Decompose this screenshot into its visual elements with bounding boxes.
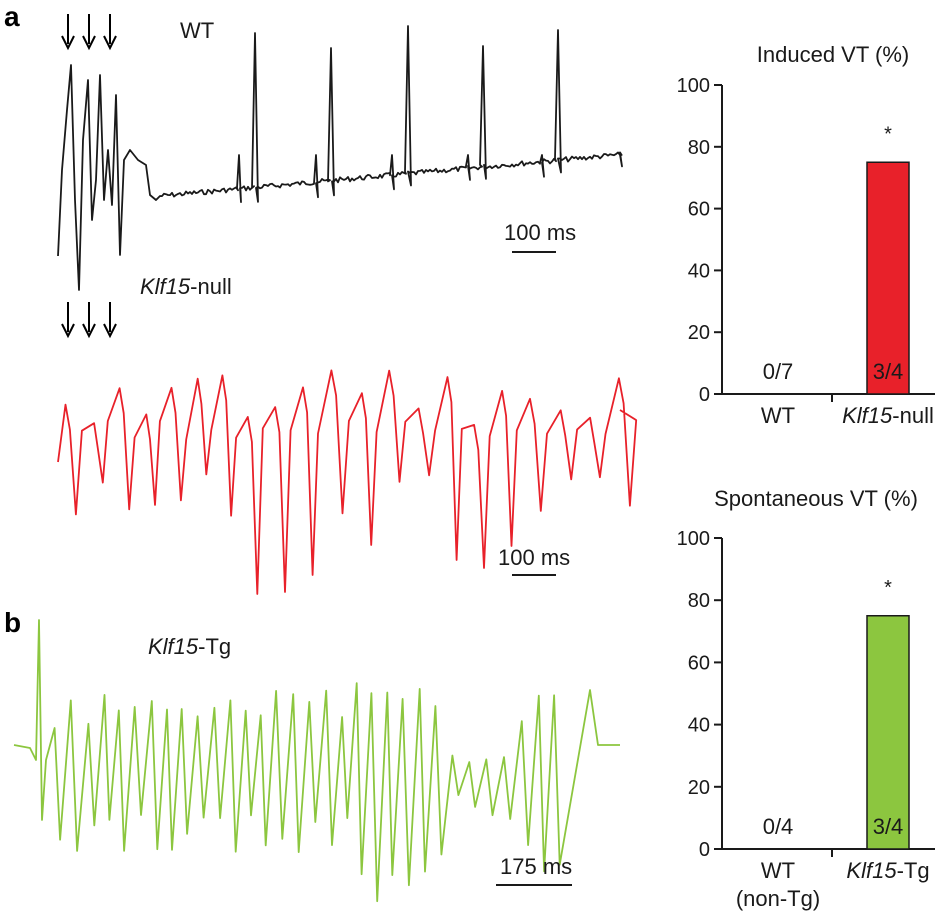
y-tick-label: 20: [688, 322, 710, 344]
x-category-label-italic: Klf15: [846, 858, 897, 883]
induced-vt-x-labels: WT Klf15-null: [761, 403, 934, 428]
trace-klf15-null-line: [57, 369, 638, 595]
significance-marker: *: [884, 577, 892, 599]
induced-vt-axes: 0 20 40 60 80 100: [677, 75, 935, 406]
spontaneous-vt-bars: 0/4 3/4 *: [763, 577, 910, 850]
bar: [866, 615, 910, 850]
spontaneous-vt-chart-title: Spontaneous VT (%): [714, 486, 918, 511]
y-tick-label: 60: [688, 199, 710, 221]
scale-bar-wt-label: 100 ms: [504, 220, 576, 245]
induced-vt-bar-chart: Induced VT (%) 0 20 40 60 80 100 0/7 3/4 * WT Kl…: [677, 42, 935, 428]
panel-label-a: a: [4, 1, 20, 32]
y-tick-label: 0: [699, 839, 710, 861]
x-category-label-rest: -Tg: [897, 858, 930, 883]
y-tick-label: 40: [688, 260, 710, 282]
trace-wt-line: [57, 25, 623, 291]
stimulus-arrowhead: [82, 35, 96, 51]
y-tick-label: 60: [688, 652, 710, 674]
significance-marker: *: [884, 123, 892, 145]
stimulus-arrowhead: [61, 35, 75, 51]
y-tick-label: 100: [677, 75, 710, 97]
x-category-label: WT: [761, 403, 795, 428]
y-tick-label: 20: [688, 777, 710, 799]
spontaneous-vt-x-labels: WT (non-Tg) Klf15-Tg: [736, 858, 930, 911]
bar-count-label: 0/7: [763, 359, 794, 384]
ecg-trace-klf15-tg: Klf15-Tg 175 ms: [13, 619, 620, 903]
trace-klf15-tg-label: Klf15-Tg: [148, 634, 231, 659]
trace-wt-label: WT: [180, 18, 214, 43]
y-tick-label: 100: [677, 528, 710, 550]
x-category-label: Klf15-null: [842, 403, 934, 428]
induced-vt-bars: 0/7 3/4 *: [763, 123, 910, 395]
trace-klf15-null-label: Klf15-null: [140, 274, 232, 299]
x-category-label-rest: -null: [892, 403, 934, 428]
bar-count-label: 3/4: [873, 359, 904, 384]
trace-klf15-tg-label-rest: -Tg: [198, 634, 231, 659]
ecg-trace-klf15-null: Klf15-null 100 ms: [57, 274, 638, 595]
y-tick-label: 0: [699, 384, 710, 406]
x-category-label-italic: Klf15: [842, 403, 893, 428]
bar-count-label: 0/4: [763, 814, 794, 839]
stimulus-arrowhead: [61, 323, 75, 339]
panel-label-b: b: [4, 607, 21, 638]
x-category-label: Klf15-Tg: [846, 858, 929, 883]
induced-vt-chart-title: Induced VT (%): [757, 42, 909, 67]
bar: [866, 161, 910, 395]
ecg-trace-wt: WT 100 ms: [57, 14, 623, 291]
x-category-label-line2: (non-Tg): [736, 886, 820, 911]
stimulus-arrowhead: [103, 323, 117, 339]
y-tick-label: 40: [688, 715, 710, 737]
trace-klf15-null-label-italic: Klf15: [140, 274, 191, 299]
stimulus-arrows-wt: [61, 14, 117, 51]
scale-bar-klf15-null-label: 100 ms: [498, 545, 570, 570]
trace-klf15-tg-label-italic: Klf15: [148, 634, 199, 659]
y-tick-label: 80: [688, 137, 710, 159]
stimulus-arrows-klf15-null: [61, 302, 117, 339]
x-category-label: WT: [761, 858, 795, 883]
stimulus-arrowhead: [82, 323, 96, 339]
scale-bar-klf15-tg-label: 175 ms: [500, 854, 572, 879]
trace-klf15-tg-line: [13, 619, 620, 903]
y-tick-label: 80: [688, 590, 710, 612]
bar-count-label: 3/4: [873, 814, 904, 839]
stimulus-arrowhead: [103, 35, 117, 51]
trace-klf15-null-label-rest: -null: [190, 274, 232, 299]
